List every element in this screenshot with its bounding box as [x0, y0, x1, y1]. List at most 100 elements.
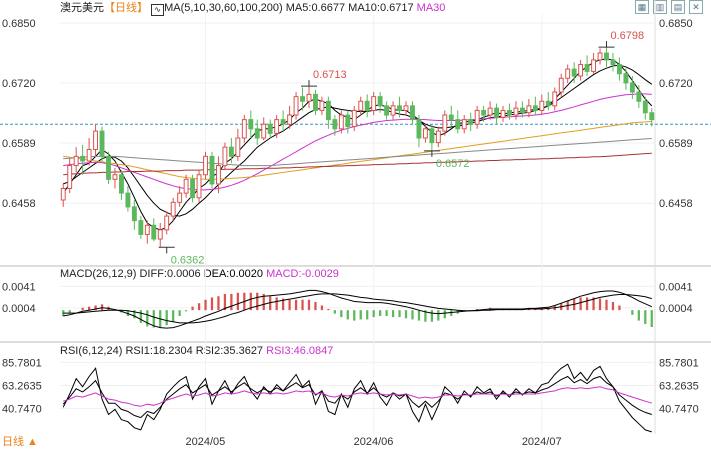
candle-body	[442, 114, 448, 132]
rsi-label: RSI(6,12,24)	[60, 345, 123, 357]
x-tick-label: 2024/06	[354, 436, 394, 448]
candle-body	[397, 105, 402, 111]
candle-body	[584, 64, 590, 72]
candle-body	[112, 174, 118, 180]
candle-body	[287, 114, 293, 125]
candle-body	[468, 119, 474, 125]
candle-body	[261, 123, 267, 139]
macd-dea: DEA:0.0020	[203, 268, 264, 280]
candle-body	[60, 188, 66, 201]
chart-toolbar: ▦ ▥ ▤ ✕	[635, 0, 703, 14]
x-tick-label: 2024/07	[522, 436, 562, 448]
rsi3-line	[63, 386, 652, 407]
candle-body	[216, 165, 221, 185]
candle-body	[228, 146, 234, 157]
grid-icon[interactable]: ▦	[635, 0, 649, 14]
candle-body	[629, 82, 635, 93]
candle-body	[636, 91, 642, 102]
ma-label: MA(5,10,30,60,100,200)	[164, 2, 283, 14]
candle-body	[455, 119, 461, 130]
price-left-tick: 0.6589	[2, 138, 36, 150]
candle-body	[183, 178, 189, 194]
candle-body	[487, 107, 493, 116]
candle-body	[422, 128, 428, 139]
candle-body	[267, 123, 273, 134]
candle-body	[338, 114, 344, 130]
candle-body	[222, 146, 228, 167]
candle-body	[358, 100, 364, 111]
candle-body	[209, 155, 215, 185]
candle-body	[604, 52, 609, 61]
layout-icon[interactable]: ▥	[653, 0, 667, 14]
rsi1-line	[62, 363, 652, 433]
candle-body	[371, 96, 377, 111]
price-right-tick: 0.6850	[659, 18, 693, 30]
candle-body	[351, 109, 357, 128]
candle-body	[377, 96, 383, 107]
close-icon[interactable]: ✕	[689, 0, 703, 14]
symbol-label: 澳元美元	[60, 2, 104, 14]
extreme-label: 0.6798	[610, 30, 644, 42]
candle-body	[325, 100, 331, 121]
candle-body	[86, 148, 92, 162]
candle-body	[416, 119, 422, 139]
ma5-value: MA5:0.6677	[285, 2, 346, 14]
rsi-right-tick: 63.2635	[659, 380, 699, 392]
rsi-header: RSI(6,12,24) RSI1:18.2304 RSI2:35.3627 R…	[60, 345, 333, 358]
candle-body	[106, 155, 111, 180]
period-tab[interactable]: 日线 ▲	[2, 436, 38, 448]
candle-body	[623, 73, 629, 84]
candle-body	[144, 224, 150, 235]
rsi2-value: RSI2:35.3627	[195, 345, 264, 357]
candle-body	[241, 119, 247, 139]
rsi-left-tick: 85.7801	[2, 357, 42, 369]
macd-right-tick: 0.0004	[659, 303, 693, 315]
bars-icon[interactable]: ▤	[671, 0, 685, 14]
candle-body	[99, 130, 105, 157]
candle-body	[403, 105, 409, 111]
macd-label: MACD(26,12,9)	[60, 268, 137, 280]
candle-body	[151, 224, 157, 240]
candle-body	[384, 105, 390, 116]
candle-body	[545, 100, 551, 107]
candle-body	[73, 155, 79, 167]
period-label[interactable]: 【日线】	[104, 2, 148, 14]
candle-body	[642, 100, 648, 114]
candle-body	[461, 119, 467, 130]
ma10-value: MA10:0.6717	[348, 2, 414, 14]
price-right-tick: 0.6589	[659, 138, 693, 150]
candle-body	[203, 155, 208, 176]
candle-body	[300, 96, 305, 102]
candle-body	[448, 114, 454, 121]
price-left-tick: 0.6850	[2, 18, 36, 30]
candle-body	[591, 59, 597, 72]
macd-left-tick: 0.0041	[2, 281, 36, 293]
candle-body	[235, 137, 241, 157]
ma200-line	[63, 152, 652, 176]
ma100-line	[63, 138, 652, 167]
x-tick-label: 2024/05	[186, 436, 226, 448]
candle-body	[138, 220, 144, 235]
candle-body	[280, 119, 286, 125]
price-left-tick: 0.6720	[2, 78, 36, 90]
rsi1-value: RSI1:18.2304	[125, 345, 193, 357]
candle-body	[248, 119, 254, 130]
price-left-tick: 0.6458	[2, 198, 36, 210]
candle-body	[494, 107, 499, 118]
macd-diff-line	[63, 289, 653, 329]
candle-body	[552, 91, 558, 107]
candle-body	[164, 215, 170, 231]
candle-body	[649, 112, 655, 121]
candle-body	[254, 128, 260, 139]
candle-body	[410, 105, 415, 121]
macd-left-tick: 0.0004	[2, 303, 36, 315]
candle-body	[313, 93, 318, 111]
candle-body	[170, 201, 176, 217]
candle-body	[125, 192, 131, 208]
candle-body	[306, 93, 312, 102]
candle-body	[93, 130, 99, 150]
candle-body	[293, 96, 299, 116]
candle-body	[565, 68, 571, 79]
candle-body	[177, 192, 183, 203]
